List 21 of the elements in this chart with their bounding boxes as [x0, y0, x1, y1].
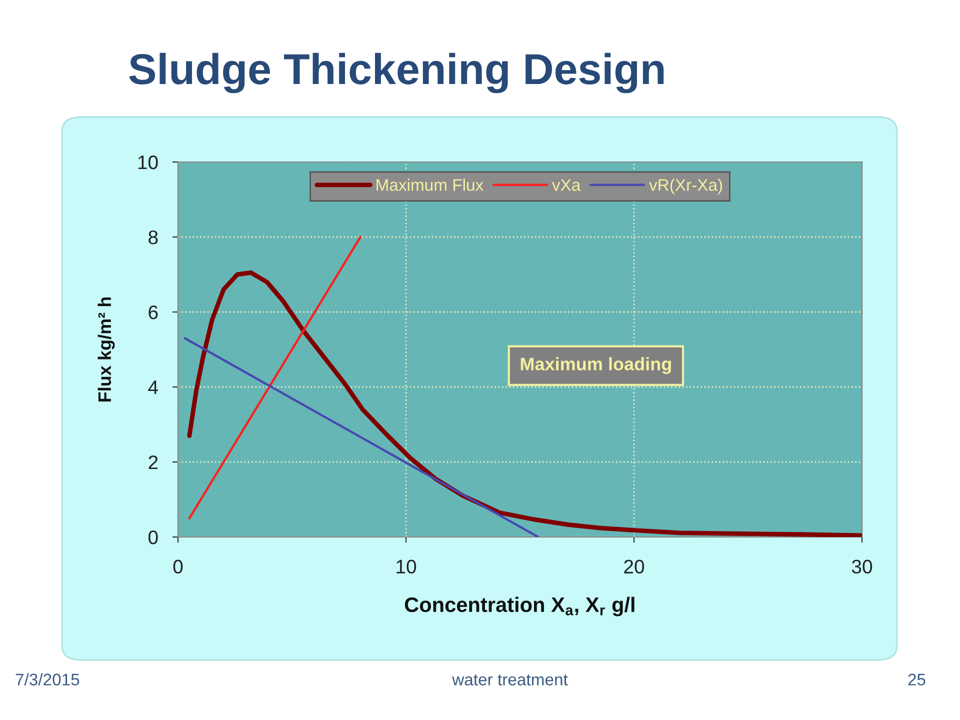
line-series — [187, 270, 862, 537]
x-tick-label: 10 — [396, 560, 416, 574]
legend-label: vR(Xr-Xa) — [649, 178, 722, 194]
text: 25 — [908, 674, 926, 686]
x-axis-title: Concentration X$_{a}$, X$_{r}$ g/l — [404, 596, 634, 616]
chart-title: Sludge Thickening Design — [129, 52, 664, 94]
y-axis-title: Flux kg/m² h — [98, 297, 115, 402]
y-tick-label: 8 — [148, 230, 158, 244]
y-tick-label: 10 — [138, 155, 158, 170]
y-tick-label: 4 — [148, 380, 158, 394]
x-tick-label: 30 — [852, 560, 872, 574]
y-tick-label: 6 — [148, 305, 158, 320]
y-tick-label: 0 — [148, 530, 158, 544]
annotation: Maximum loading — [520, 357, 671, 374]
text: water treatment — [452, 674, 568, 686]
legend-label: Maximum Flux — [376, 178, 484, 191]
text: 7/3/2015 — [16, 673, 80, 686]
x-tick-label: 0 — [173, 560, 183, 574]
legend-label: vXa — [552, 179, 581, 191]
x-tick-label: 20 — [624, 560, 644, 574]
y-tick-label: 2 — [148, 455, 158, 470]
